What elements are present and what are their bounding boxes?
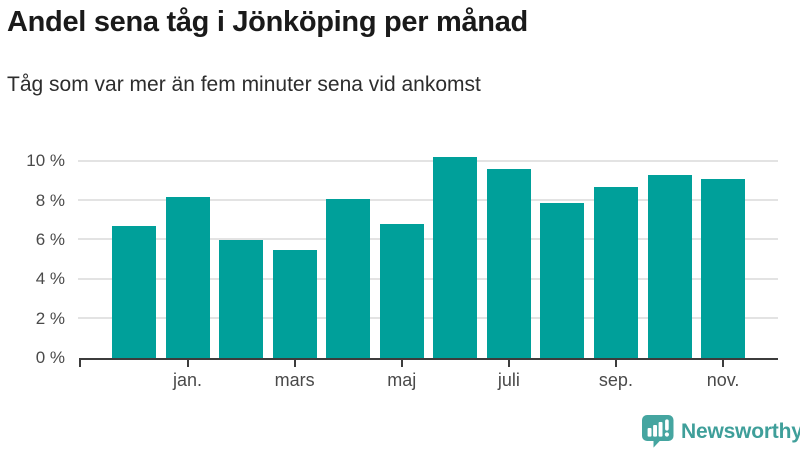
x-axis-line: [79, 357, 778, 360]
y-axis-tick-label: 10 %: [26, 151, 65, 171]
newsworthy-speech-bubble-chart-icon: [642, 415, 674, 448]
x-axis-tick: [722, 359, 725, 367]
bar-sep.: [593, 186, 638, 358]
gridline-6: [78, 238, 778, 241]
x-axis-tick-label: juli: [497, 370, 520, 390]
gridline-10: [78, 159, 778, 162]
x-axis-tick: [507, 359, 510, 367]
bar-apr.: [326, 198, 371, 358]
bar-jan.: [165, 196, 210, 358]
bar-juni: [433, 157, 478, 358]
y-axis-tick-label: 4 %: [35, 269, 65, 289]
x-axis-tick: [614, 359, 617, 367]
y-axis-tick-label: 6 %: [35, 229, 65, 249]
x-axis-tick: [400, 359, 403, 367]
page-title: Andel sena tåg i Jönköping per månad: [7, 6, 528, 38]
bar-aug.: [540, 202, 585, 358]
y-axis-tick-label: 0 %: [35, 348, 65, 367]
x-axis-tick-label: maj: [387, 370, 417, 390]
x-axis-tick-label: nov.: [706, 370, 740, 390]
y-axis-tick-label: 8 %: [35, 190, 65, 210]
x-axis-tick-label: sep.: [598, 370, 633, 390]
bar-okt.: [647, 174, 692, 358]
gridline-8: [78, 199, 778, 202]
x-axis-tick-label: jan.: [173, 370, 203, 390]
bar-mars: [272, 249, 317, 358]
bar-feb.: [219, 239, 264, 358]
x-axis-tick: [293, 359, 296, 367]
newsworthy-logo[interactable]: Newsworthy: [642, 415, 800, 448]
page-subtitle: Tåg som var mer än fem minuter sena vid …: [7, 73, 481, 96]
bar-nov.: [701, 178, 746, 358]
x-axis-end-tick: [79, 359, 81, 367]
bar-maj: [379, 224, 424, 358]
y-axis-tick-label: 2 %: [35, 308, 65, 328]
x-axis-tick-label: mars: [274, 370, 315, 390]
newsworthy-wordmark: Newsworthy: [681, 419, 800, 443]
gridline-2: [78, 317, 778, 320]
x-axis-tick: [186, 359, 189, 367]
bar-juli: [486, 169, 531, 358]
bar-dec.: [112, 226, 156, 358]
gridline-4: [78, 277, 778, 280]
